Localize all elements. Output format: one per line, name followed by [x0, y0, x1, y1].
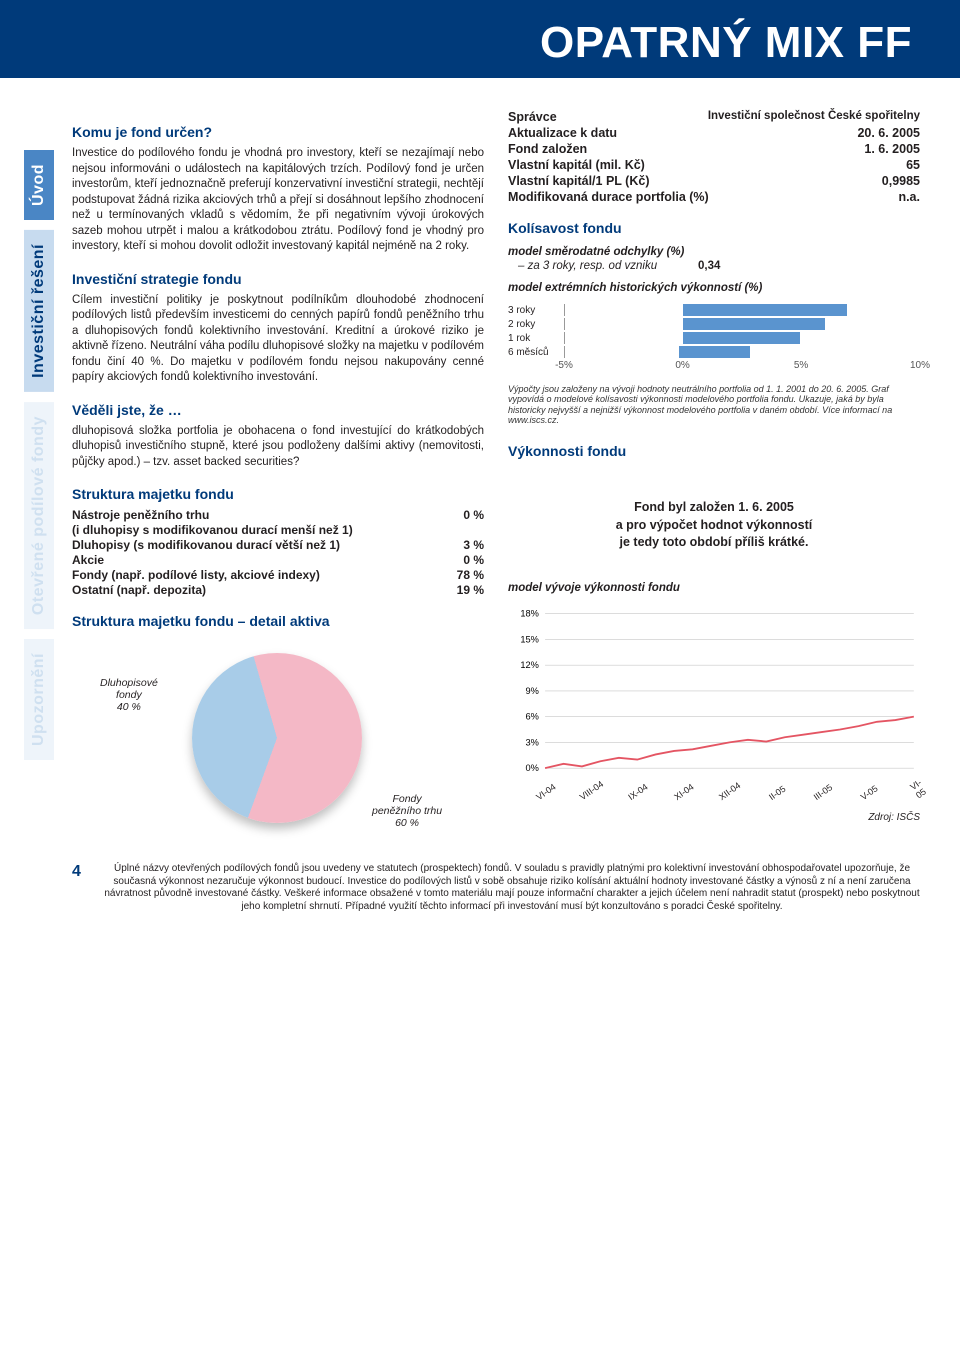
info-row: Fond založen1. 6. 2005	[508, 142, 920, 156]
hbar-footnote: Výpočty jsou založeny na vývoji hodnoty …	[508, 384, 920, 425]
struct-val: 78 %	[457, 568, 484, 582]
footer: 4 Úplné názvy otevřených podílových fond…	[0, 853, 960, 929]
struct-val: 3 %	[463, 538, 484, 552]
section-strategie: Investiční strategie fondu	[72, 271, 484, 287]
svg-text:15%: 15%	[520, 634, 539, 644]
pie-label-penezni: Fondy peněžního trhu 60 %	[372, 793, 442, 829]
hbar-label: 6 měsíců	[508, 347, 564, 358]
struct-row: Fondy (např. podílové listy, akciové ind…	[72, 568, 484, 582]
svg-text:0%: 0%	[526, 763, 539, 773]
info-row: Vlastní kapitál/1 PL (Kč)0,9985	[508, 174, 920, 188]
svg-text:18%: 18%	[520, 609, 539, 619]
info-table: SprávceInvestiční společnost České spoři…	[508, 110, 920, 204]
hbar-row: 3 roky	[508, 304, 920, 316]
line-chart-title: model vývoje výkonnosti fondu	[508, 582, 920, 594]
kolisavost-sub2: model extrémních historických výkonností…	[508, 282, 920, 294]
page-number: 4	[72, 863, 88, 881]
section-struktura-detail: Struktura majetku fondu – detail aktiva	[72, 613, 484, 629]
side-tab-reseni[interactable]: Investiční řešení	[24, 230, 54, 392]
info-row: SprávceInvestiční společnost České spoři…	[508, 110, 920, 124]
section-komu: Komu je fond určen?	[72, 124, 484, 140]
line-chart: 18%15%12%9%6%3%0%VI-04VIII-04IX-04XI-04X…	[508, 600, 920, 790]
struct-label: Dluhopisy (s modifikovanou durací větší …	[72, 538, 340, 552]
struct-label: Nástroje peněžního trhu	[72, 508, 209, 522]
section-struktura: Struktura majetku fondu	[72, 486, 484, 502]
kolisavost-sub1: model směrodatné odchylky (%)	[508, 246, 920, 258]
struct-val: 19 %	[457, 583, 484, 597]
side-tab-fondy[interactable]: Otevřené podílové fondy	[24, 402, 54, 629]
page-title: OPATRNÝ MIX FF	[0, 0, 960, 78]
info-row: Aktualizace k datu20. 6. 2005	[508, 126, 920, 140]
perf-message: Fond byl založen 1. 6. 2005 a pro výpoče…	[508, 499, 920, 552]
struct-row: Akcie 0 %	[72, 553, 484, 567]
right-column: SprávceInvestiční společnost České spoři…	[508, 108, 920, 843]
left-column: Komu je fond určen? Investice do podílov…	[72, 108, 484, 843]
hbar-row: 6 měsíců	[508, 346, 920, 358]
side-tabs: Úvod Investiční řešení Otevřené podílové…	[24, 150, 58, 770]
pie-label-dluhopisove: Dluhopisové fondy 40 %	[100, 677, 158, 713]
struct-label: Akcie	[72, 553, 104, 567]
hbar-label: 2 roky	[508, 319, 564, 330]
hbar-chart: 3 roky2 roky1 rok6 měsíců-5%0%5%10%	[508, 304, 920, 374]
struct-row: (i dluhopisy s modifikovanou durací menš…	[72, 523, 484, 537]
svg-text:9%: 9%	[526, 686, 539, 696]
hbar-label: 1 rok	[508, 333, 564, 344]
hbar-row: 1 rok	[508, 332, 920, 344]
kolisavost-line: – za 3 roky, resp. od vzniku 0,34	[518, 260, 920, 272]
struct-label: Ostatní (např. depozita)	[72, 583, 206, 597]
footer-disclaimer: Úplné názvy otevřených podílových fondů …	[104, 863, 920, 913]
info-row: Vlastní kapitál (mil. Kč)65	[508, 158, 920, 172]
struct-label: (i dluhopisy s modifikovanou durací menš…	[72, 523, 353, 537]
section-kolisavost: Kolísavost fondu	[508, 220, 920, 236]
para-vedeli: dluhopisová složka portfolia je obohacen…	[72, 424, 484, 471]
svg-text:12%: 12%	[520, 660, 539, 670]
hbar-label: 3 roky	[508, 305, 564, 316]
struct-row: Dluhopisy (s modifikovanou durací větší …	[72, 538, 484, 552]
hbar-row: 2 roky	[508, 318, 920, 330]
struct-row: Ostatní (např. depozita) 19 %	[72, 583, 484, 597]
chart-source: Zdroj: ISČS	[508, 812, 920, 823]
struct-row: Nástroje peněžního trhu 0 %	[72, 508, 484, 522]
pie-chart: Dluhopisové fondy 40 % Fondy peněžního t…	[72, 643, 484, 843]
struct-val: 0 %	[463, 508, 484, 522]
para-komu: Investice do podílového fondu je vhodná …	[72, 146, 484, 255]
svg-text:3%: 3%	[526, 737, 539, 747]
struct-val: 0 %	[463, 553, 484, 567]
info-row: Modifikovaná durace portfolia (%)n.a.	[508, 190, 920, 204]
section-vedeli: Věděli jste, že …	[72, 402, 484, 418]
section-vykonnosti: Výkonnosti fondu	[508, 443, 920, 459]
svg-text:6%: 6%	[526, 712, 539, 722]
para-strategie: Cílem investiční politiky je poskytnout …	[72, 293, 484, 386]
side-tab-upozorneni[interactable]: Upozornění	[24, 639, 54, 760]
structure-table: Nástroje peněžního trhu 0 % (i dluhopisy …	[72, 508, 484, 597]
struct-label: Fondy (např. podílové listy, akciové ind…	[72, 568, 320, 582]
side-tab-uvod[interactable]: Úvod	[24, 150, 54, 220]
pie-graphic	[192, 653, 362, 823]
